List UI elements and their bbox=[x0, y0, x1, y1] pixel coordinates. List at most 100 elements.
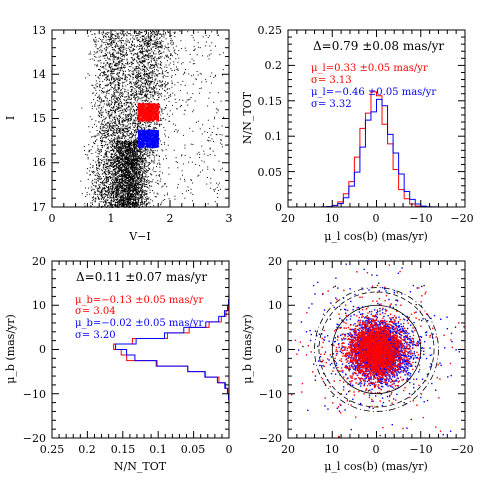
field-star-point bbox=[117, 91, 119, 93]
field-star-point bbox=[101, 200, 103, 202]
field-star-point bbox=[120, 89, 122, 91]
field-star-point bbox=[148, 76, 150, 78]
field-star-point bbox=[138, 151, 140, 153]
field-star-point bbox=[188, 73, 190, 75]
field-star-point bbox=[118, 129, 120, 131]
field-star-point bbox=[136, 176, 138, 178]
field-star-point bbox=[123, 158, 125, 160]
field-star-point bbox=[114, 134, 116, 136]
field-star-point bbox=[155, 64, 157, 66]
field-star-point bbox=[104, 74, 106, 76]
field-star-point bbox=[198, 92, 200, 94]
field-star-point bbox=[119, 92, 121, 94]
field-star-point bbox=[125, 107, 127, 109]
field-star-point bbox=[115, 189, 117, 191]
field-star-point bbox=[157, 91, 159, 93]
field-star-point bbox=[104, 204, 106, 206]
field-star-point bbox=[95, 179, 97, 181]
field-star-point bbox=[123, 91, 125, 93]
field-star-point bbox=[131, 86, 133, 88]
field-star-point bbox=[104, 134, 106, 136]
field-star-point bbox=[105, 190, 107, 192]
field-star-point bbox=[113, 93, 115, 95]
field-star-point bbox=[115, 95, 117, 97]
field-star-point bbox=[94, 174, 96, 176]
field-star-point bbox=[133, 174, 135, 176]
field-star-point bbox=[107, 181, 109, 183]
field-star-point bbox=[134, 162, 136, 164]
field-star-point bbox=[113, 109, 115, 111]
field-star-point bbox=[132, 128, 134, 130]
field-star-point bbox=[136, 112, 138, 114]
field-star-point bbox=[110, 75, 112, 77]
field-star-point bbox=[135, 99, 137, 101]
field-star-point bbox=[145, 161, 147, 163]
field-star-point bbox=[124, 156, 126, 158]
field-star-point bbox=[108, 89, 110, 91]
field-star-point bbox=[119, 70, 121, 72]
field-star-point bbox=[107, 125, 109, 127]
field-star-point bbox=[104, 177, 106, 179]
field-star-point bbox=[149, 77, 151, 79]
field-star-point bbox=[111, 78, 113, 80]
field-star-point bbox=[113, 69, 115, 71]
field-star-point bbox=[220, 139, 222, 141]
field-star-point bbox=[110, 110, 112, 112]
field-star-point bbox=[116, 59, 118, 61]
field-star-point bbox=[147, 43, 149, 45]
field-star-point bbox=[103, 171, 105, 173]
field-star-point bbox=[136, 46, 138, 48]
field-star-point bbox=[123, 58, 125, 60]
field-star-point bbox=[122, 49, 124, 51]
field-star-point bbox=[121, 44, 123, 46]
field-star-point bbox=[179, 178, 181, 180]
field-star-point bbox=[131, 46, 133, 48]
field-star-point bbox=[119, 107, 121, 109]
field-star-point bbox=[134, 31, 136, 33]
field-star-point bbox=[135, 34, 137, 36]
field-star-point bbox=[99, 97, 101, 99]
field-star-point bbox=[127, 89, 129, 91]
field-star-point bbox=[151, 81, 153, 83]
field-star-point bbox=[149, 94, 151, 96]
field-star-point bbox=[139, 61, 141, 63]
field-star-point bbox=[159, 107, 161, 109]
field-star-point bbox=[136, 101, 138, 103]
field-star-point bbox=[161, 46, 163, 48]
field-star-point bbox=[143, 201, 145, 203]
field-star-point bbox=[139, 98, 141, 100]
field-star-point bbox=[139, 163, 141, 165]
field-star-point bbox=[109, 204, 111, 206]
field-star-point bbox=[145, 126, 147, 128]
field-star-point bbox=[153, 86, 155, 88]
field-star-point bbox=[217, 184, 219, 186]
field-star-point bbox=[207, 154, 209, 156]
field-star-point bbox=[113, 179, 115, 181]
field-star-point bbox=[115, 188, 117, 190]
field-star-point bbox=[105, 54, 107, 56]
field-star-point bbox=[127, 161, 129, 163]
field-star-point bbox=[146, 42, 148, 44]
field-star-point bbox=[209, 140, 211, 142]
field-star-point bbox=[151, 73, 153, 75]
field-star-point bbox=[150, 77, 152, 79]
field-star-point bbox=[128, 46, 130, 48]
field-star-point bbox=[165, 81, 167, 83]
field-star-point bbox=[142, 168, 144, 170]
field-star-point bbox=[121, 166, 123, 168]
field-star-point bbox=[143, 161, 145, 163]
field-star-point bbox=[213, 190, 215, 192]
field-star-point bbox=[151, 122, 153, 124]
field-star-point bbox=[149, 151, 151, 153]
field-star-point bbox=[138, 182, 140, 184]
field-star-point bbox=[94, 141, 96, 143]
field-star-point bbox=[119, 168, 121, 170]
field-star-point bbox=[124, 137, 126, 139]
field-star-point bbox=[153, 57, 155, 59]
field-star-point bbox=[119, 49, 121, 51]
field-star-point bbox=[125, 80, 127, 82]
field-star-point bbox=[139, 179, 141, 181]
field-star-point bbox=[147, 63, 149, 65]
field-star-point bbox=[124, 131, 126, 133]
field-star-point bbox=[155, 92, 157, 94]
